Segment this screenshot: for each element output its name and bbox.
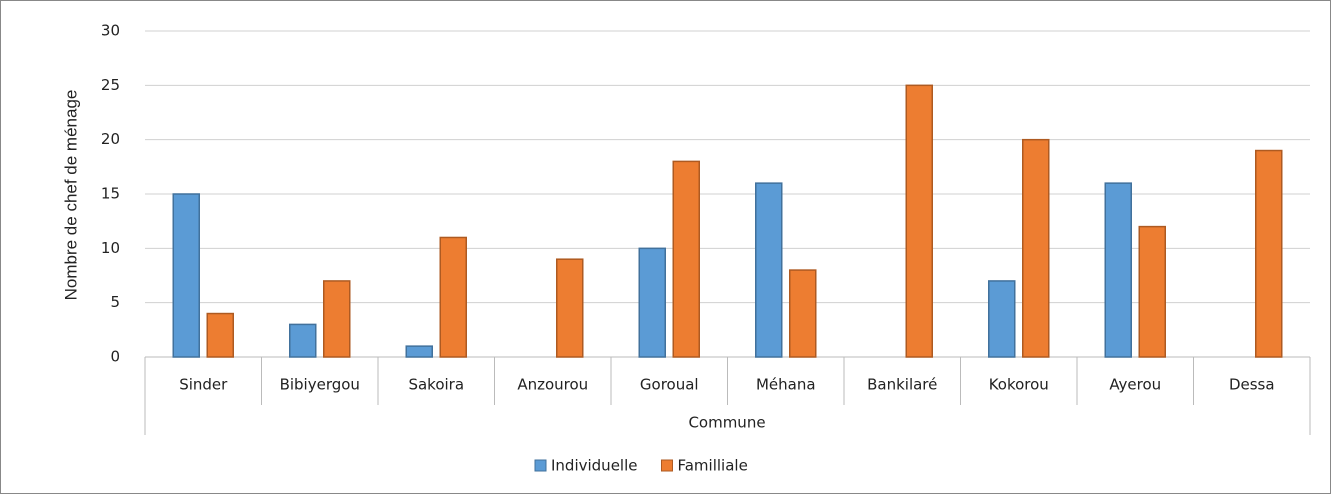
bar [988, 280, 1016, 358]
y-axis-title: Nombre de chef de ménage [61, 90, 80, 301]
y-tick-label: 0 [110, 348, 120, 366]
x-tick-label: Méhana [756, 376, 816, 394]
bar [789, 269, 817, 358]
legend-label: Individuelle [551, 457, 637, 475]
y-tick-label: 10 [101, 239, 120, 257]
x-axis-title: Commune [688, 414, 765, 432]
bar [905, 84, 933, 358]
legend-swatch [660, 459, 673, 472]
legend-swatch [534, 459, 547, 472]
legend-label: Familliale [677, 457, 747, 475]
y-tick-label: 15 [101, 185, 120, 203]
bar [289, 323, 317, 358]
y-tick-label: 25 [101, 76, 120, 94]
bar [323, 280, 351, 358]
x-tick-label: Kokorou [989, 376, 1049, 394]
x-tick-label: Goroual [640, 376, 699, 394]
bar [1022, 138, 1050, 358]
y-tick-label: 30 [101, 22, 120, 40]
x-tick-label: Anzourou [517, 376, 588, 394]
bar [1104, 182, 1132, 358]
x-tick-label: Sakoira [408, 376, 464, 394]
bar [405, 345, 433, 358]
y-tick-label: 20 [101, 130, 120, 148]
bar [206, 312, 234, 358]
bar [755, 182, 783, 358]
bar [172, 193, 200, 358]
bar [1255, 149, 1283, 358]
bar [1138, 225, 1166, 358]
bar [439, 236, 467, 358]
y-tick-label: 5 [110, 293, 120, 311]
x-tick-label: Ayerou [1109, 376, 1161, 394]
x-tick-label: Bankilaré [867, 376, 937, 394]
x-tick-label: Sinder [179, 376, 228, 394]
bar [638, 247, 666, 358]
bar [672, 160, 700, 358]
bar [556, 258, 584, 358]
x-tick-label: Bibiyergou [280, 376, 360, 394]
x-tick-label: Dessa [1229, 376, 1275, 394]
